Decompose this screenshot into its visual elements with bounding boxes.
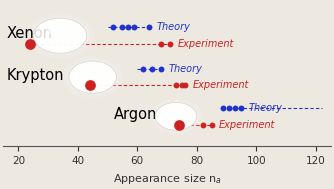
Ellipse shape (33, 18, 87, 53)
Ellipse shape (69, 61, 117, 93)
Ellipse shape (149, 98, 203, 134)
Text: Krypton: Krypton (6, 68, 64, 83)
Ellipse shape (166, 110, 178, 116)
Ellipse shape (69, 61, 117, 93)
Point (209, 123, 214, 126)
Point (200, 123, 205, 126)
Point (141, 67, 146, 70)
Point (158, 67, 164, 70)
Ellipse shape (46, 28, 63, 35)
Point (233, 107, 238, 110)
Point (149, 67, 155, 70)
Ellipse shape (155, 102, 197, 130)
Point (176, 123, 182, 126)
Point (111, 26, 116, 29)
Ellipse shape (25, 13, 95, 58)
Point (227, 107, 232, 110)
Text: Experiment: Experiment (192, 81, 248, 91)
Point (28, 43, 33, 46)
Text: Xenon: Xenon (6, 26, 52, 41)
Point (239, 107, 244, 110)
Ellipse shape (66, 59, 119, 95)
Ellipse shape (30, 16, 90, 55)
Text: Experiment: Experiment (219, 120, 276, 130)
Ellipse shape (33, 18, 87, 53)
Point (158, 43, 164, 46)
Point (179, 84, 185, 87)
Text: Theory: Theory (168, 64, 202, 74)
Ellipse shape (155, 102, 197, 130)
Text: Experiment: Experiment (177, 39, 234, 49)
Point (126, 26, 131, 29)
Point (120, 26, 125, 29)
X-axis label: Appearance size n$_a$: Appearance size n$_a$ (113, 172, 221, 186)
Point (87, 84, 93, 87)
Point (147, 26, 152, 29)
Point (167, 43, 173, 46)
Text: Theory: Theory (157, 22, 190, 33)
Point (221, 107, 226, 110)
Text: Theory: Theory (249, 103, 283, 113)
Text: Argon: Argon (114, 107, 157, 122)
Ellipse shape (153, 101, 199, 132)
Ellipse shape (62, 56, 124, 98)
Ellipse shape (81, 70, 95, 76)
Point (132, 26, 137, 29)
Point (182, 84, 187, 87)
Point (173, 84, 179, 87)
